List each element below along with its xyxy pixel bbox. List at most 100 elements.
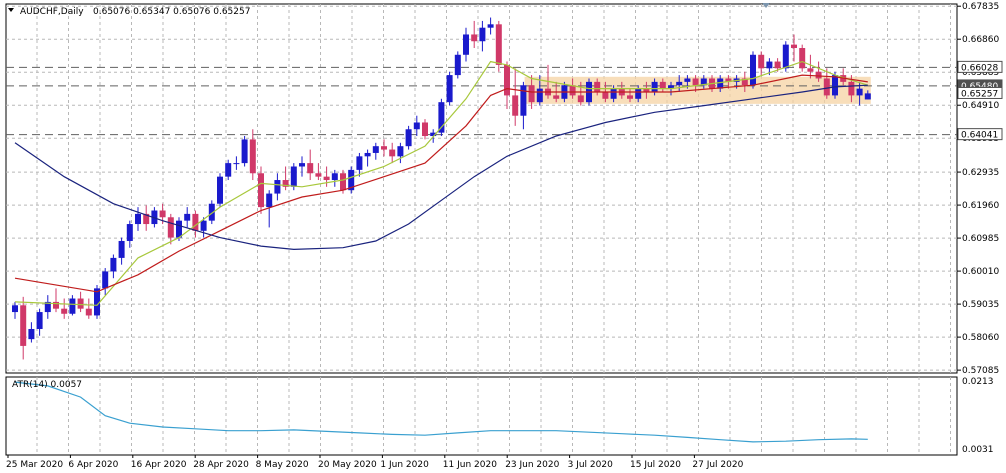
candle-body	[274, 180, 281, 194]
candle-body	[258, 173, 264, 208]
candle-body	[356, 156, 363, 170]
candle-body	[848, 81, 855, 96]
candle-body	[372, 146, 379, 153]
candle-body	[167, 217, 174, 238]
price-level-label-box	[957, 60, 1003, 73]
candle-body	[200, 220, 207, 231]
price-axis-tick-label: 0.60985	[962, 234, 999, 244]
price-axis-tick-label: 0.66860	[962, 35, 999, 45]
chart-header-symbol: AUDCHF,Daily	[20, 7, 84, 17]
candle-body	[315, 173, 322, 177]
candle-body	[12, 305, 18, 313]
chart-shift-marker-icon	[762, 3, 770, 8]
candle-body	[627, 95, 633, 99]
price-axis-tick-label: 0.58060	[962, 333, 999, 343]
price-axis-tick-label: 0.67835	[962, 2, 999, 12]
candle-body	[44, 301, 51, 313]
candle-body	[741, 78, 748, 86]
time-axis-label: 23 Jun 2020	[505, 460, 559, 469]
candle-body	[241, 139, 248, 164]
candle-body	[512, 95, 519, 116]
atr-indicator-label: ATR(14) 0.0057	[12, 380, 82, 390]
candle-body	[110, 257, 117, 272]
candle-body	[143, 213, 150, 225]
price-level-label: 0.66028	[961, 63, 998, 73]
price-level-label: 0.65480	[961, 82, 998, 92]
candle-body	[659, 81, 666, 89]
candle-body	[766, 61, 773, 69]
candle-body	[487, 24, 494, 28]
candle-body	[815, 71, 822, 79]
candle-body	[577, 95, 584, 103]
candle-body	[225, 163, 232, 177]
candle-body	[774, 61, 781, 69]
time-axis-label: 1 Jun 2020	[380, 460, 429, 469]
price-level-label: 0.64041	[961, 131, 998, 141]
candle-body	[176, 220, 182, 238]
candle-body	[53, 301, 59, 309]
candle-body	[536, 88, 543, 103]
candle-body	[307, 163, 314, 174]
candle-body	[856, 88, 863, 96]
time-axis-label: 6 Apr 2020	[68, 460, 118, 469]
candle-body	[528, 85, 535, 103]
candle-body	[864, 93, 871, 100]
candle-body	[192, 213, 199, 231]
price-axis-tick-label: 0.59035	[962, 300, 999, 310]
candle-body	[438, 102, 445, 133]
candle-body	[69, 298, 76, 314]
price-axis-tick-label: 0.62935	[962, 168, 999, 178]
candle-body	[208, 203, 215, 221]
candle-body	[233, 163, 240, 165]
candle-body	[217, 176, 223, 204]
candle-body	[422, 122, 428, 137]
candle-body	[651, 81, 658, 93]
candle-body	[504, 64, 510, 96]
candle-body	[454, 54, 461, 76]
candle-body	[823, 78, 830, 96]
time-axis-label: 27 Jul 2020	[692, 460, 743, 469]
price-axis-tick-label: 0.61960	[962, 201, 999, 211]
candle-body	[594, 81, 601, 93]
candle-body	[397, 146, 404, 157]
atr-line	[14, 381, 868, 443]
candle-body	[684, 78, 691, 82]
time-axis-label: 25 Mar 2020	[6, 460, 63, 469]
time-axis-label: 3 Jul 2020	[568, 460, 613, 469]
candle-body	[381, 146, 387, 150]
candle-body	[249, 139, 256, 174]
time-axis-label: 15 Jul 2020	[630, 460, 681, 469]
price-level-label: 0.65257	[961, 89, 998, 99]
candle-body	[266, 193, 273, 208]
candle-body	[479, 27, 486, 42]
candle-body	[610, 88, 617, 99]
candle-body	[20, 305, 27, 346]
price-axis-tick-label: 0.64910	[962, 101, 999, 111]
candle-body	[750, 54, 756, 86]
time-axis-label: 16 Apr 2020	[131, 460, 187, 469]
candle-body	[446, 75, 453, 103]
price-axis-tick-label: 0.65885	[962, 68, 999, 78]
candle-body	[799, 48, 806, 69]
candle-body	[700, 78, 707, 86]
price-level-label-box	[957, 86, 1003, 99]
candle-body	[782, 44, 789, 69]
candle-body	[340, 173, 346, 191]
candle-body	[569, 85, 576, 96]
candle-body	[791, 44, 797, 49]
candle-body	[389, 149, 396, 157]
price-axis-tick-label: 0.57085	[962, 366, 999, 376]
candle-body	[159, 210, 166, 218]
candle-body	[413, 122, 420, 130]
candle-body	[832, 75, 838, 96]
moving-average-mid	[14, 74, 868, 293]
atr-axis-tick-label: 0.0031	[962, 445, 994, 455]
atr-pane-frame	[5, 376, 958, 456]
candle-body	[553, 95, 560, 99]
chart-header-ohlc: 0.65076 0.65347 0.65076 0.65257	[93, 7, 250, 17]
candle-body	[290, 166, 297, 187]
candle-body	[323, 176, 330, 181]
candle-body	[405, 129, 412, 147]
candle-body	[471, 34, 478, 42]
